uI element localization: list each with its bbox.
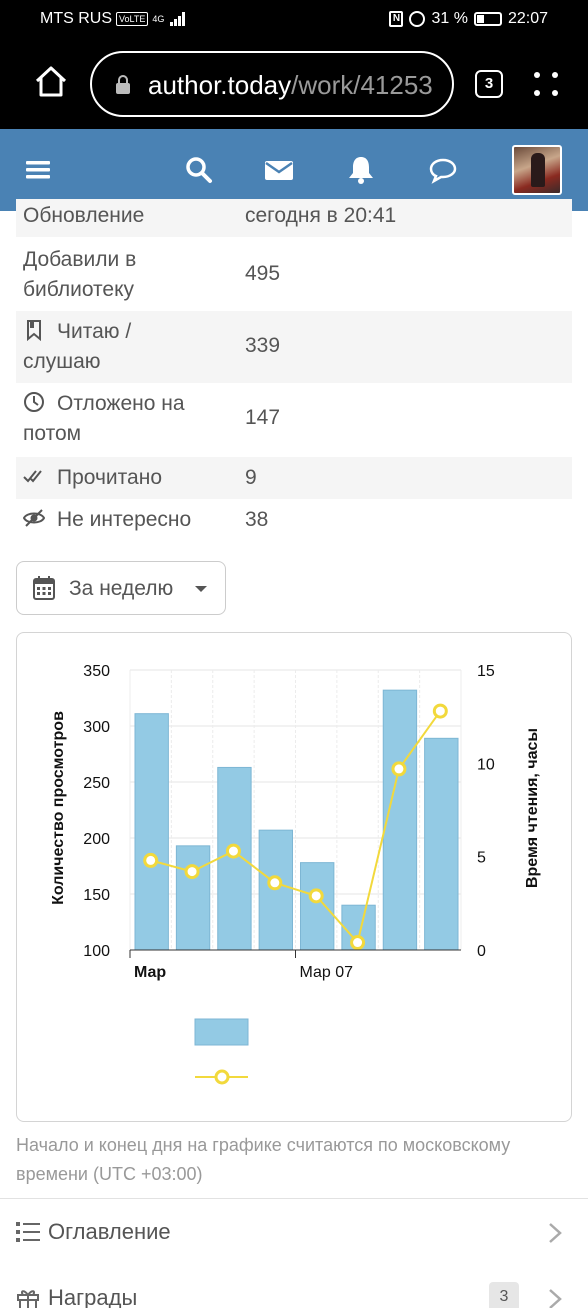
signal-icon [170, 12, 186, 26]
stat-label: Добавили в библиотеку [23, 248, 137, 301]
awards-count-badge: 3 [489, 1282, 519, 1308]
chart-point [350, 935, 366, 951]
chart-point [225, 843, 241, 859]
double-check-icon [23, 470, 42, 483]
chart-bar [300, 862, 335, 951]
alarm-icon [409, 11, 426, 27]
calendar-icon [33, 576, 55, 600]
stat-label: Отложено на потом [23, 392, 185, 445]
browser-menu-icon[interactable] [530, 68, 562, 100]
stat-row-postponed: Отложено на потом 147 [16, 383, 572, 457]
clock-icon [24, 392, 44, 412]
stats-chart-card: 100 150 200 250 300 350 0 5 10 15 Мар Мар 07 Количе… [16, 632, 572, 1122]
home-icon[interactable] [33, 64, 69, 100]
tab-switcher-button[interactable]: 3 [475, 70, 503, 98]
y2-tick-label: 5 [477, 850, 486, 867]
chart-line-series [150, 710, 442, 945]
avatar[interactable] [512, 145, 562, 195]
chart-point [432, 703, 448, 719]
lock-icon [116, 75, 130, 94]
stat-row-updated: Обновление сегодня в 20:41 [16, 199, 572, 237]
chart-point [308, 888, 324, 904]
stat-value: 9 [245, 466, 257, 489]
chevron-right-icon [549, 1289, 562, 1308]
stat-row-not-interested: Не интересно 38 [16, 499, 572, 541]
chart-point [391, 761, 407, 777]
hamburger-menu-icon[interactable] [24, 155, 54, 185]
y-tick-label: 200 [83, 831, 110, 848]
bookmark-icon [27, 320, 41, 341]
battery-icon [473, 12, 502, 26]
y-axis-title: Количество просмотров [50, 711, 67, 905]
legend-bar-swatch [194, 1018, 249, 1046]
browser-chrome: MTS RUS VoLTE 4G N 31 % 22:07 author.tod… [0, 0, 588, 129]
chevron-down-icon [195, 586, 207, 592]
stats-table: Обновление сегодня в 20:41 Добавили в би… [16, 199, 572, 541]
y-tick-label: 300 [83, 719, 110, 736]
chart-point [267, 875, 283, 891]
views-chart: 100 150 200 250 300 350 0 5 10 15 Мар Мар 07 Количе… [50, 663, 541, 1085]
volte-badge: VoLTE [116, 12, 149, 26]
nav-item-label: Оглавление [48, 1219, 171, 1244]
stat-row-library: Добавили в библиотеку 495 [16, 237, 572, 311]
y-tick-label: 250 [83, 775, 110, 792]
battery-percent: 31 % [431, 10, 468, 27]
chart-point [184, 864, 200, 880]
stat-value: 147 [245, 406, 281, 429]
gift-icon [17, 1290, 39, 1308]
chart-bar [382, 689, 418, 951]
timezone-note: Начало и конец дня на графике считаются … [16, 1135, 511, 1184]
list-icon [16, 1222, 40, 1242]
y2-tick-label: 0 [477, 943, 486, 960]
legend-line-marker [214, 1069, 230, 1085]
carrier-label: MTS RUS [40, 10, 112, 27]
x-tick-label: Мар 07 [300, 964, 354, 981]
chart-bar [175, 845, 211, 951]
eye-slash-icon [23, 509, 45, 527]
chart-bar [217, 766, 252, 951]
clock-time: 22:07 [507, 10, 548, 27]
chart-bar [424, 737, 459, 951]
network-label: 4G [152, 14, 165, 24]
divider [0, 1198, 588, 1199]
bell-icon[interactable] [346, 155, 376, 185]
x-tick-label: Мар [134, 964, 166, 981]
nav-item-contents[interactable]: Оглавление [0, 1202, 588, 1262]
chat-icon[interactable] [428, 155, 458, 185]
y-tick-label: 100 [83, 943, 110, 960]
stat-value: 339 [245, 334, 281, 357]
stat-label: Читаю / слушаю [23, 320, 132, 373]
stat-value: 495 [245, 262, 281, 285]
app-header [0, 129, 588, 211]
y-tick-label: 150 [83, 887, 110, 904]
url-text: author.today/work/41253 [148, 70, 433, 100]
nfc-icon: N [389, 11, 404, 27]
stat-row-reading: Читаю / слушаю 339 [16, 311, 572, 383]
stat-label: Обновление [23, 204, 145, 227]
y2-axis-title: Время чтения, часы [524, 728, 541, 888]
stat-label: Не интересно [23, 505, 191, 535]
chart-bar [134, 713, 169, 951]
status-bar: MTS RUS VoLTE 4G N 31 % 22:07 [0, 0, 588, 38]
y2-tick-label: 10 [477, 756, 495, 773]
chart-point [143, 852, 159, 868]
period-dropdown[interactable]: За неделю [16, 561, 226, 615]
stat-value: сегодня в 20:41 [245, 204, 397, 227]
nav-item-awards[interactable]: Награды 3 [0, 1268, 588, 1308]
stat-label: Прочитано [23, 463, 162, 493]
address-bar[interactable]: author.today/work/41253 [90, 51, 454, 117]
period-label: За неделю [69, 577, 174, 600]
nav-item-label: Награды [48, 1285, 138, 1308]
stat-value: 38 [245, 508, 269, 531]
chevron-right-icon [549, 1223, 562, 1243]
mail-icon[interactable] [264, 155, 294, 185]
y-tick-label: 350 [83, 663, 110, 680]
search-icon[interactable] [184, 155, 214, 185]
y2-tick-label: 15 [477, 663, 495, 680]
stat-row-finished: Прочитано 9 [16, 457, 572, 499]
